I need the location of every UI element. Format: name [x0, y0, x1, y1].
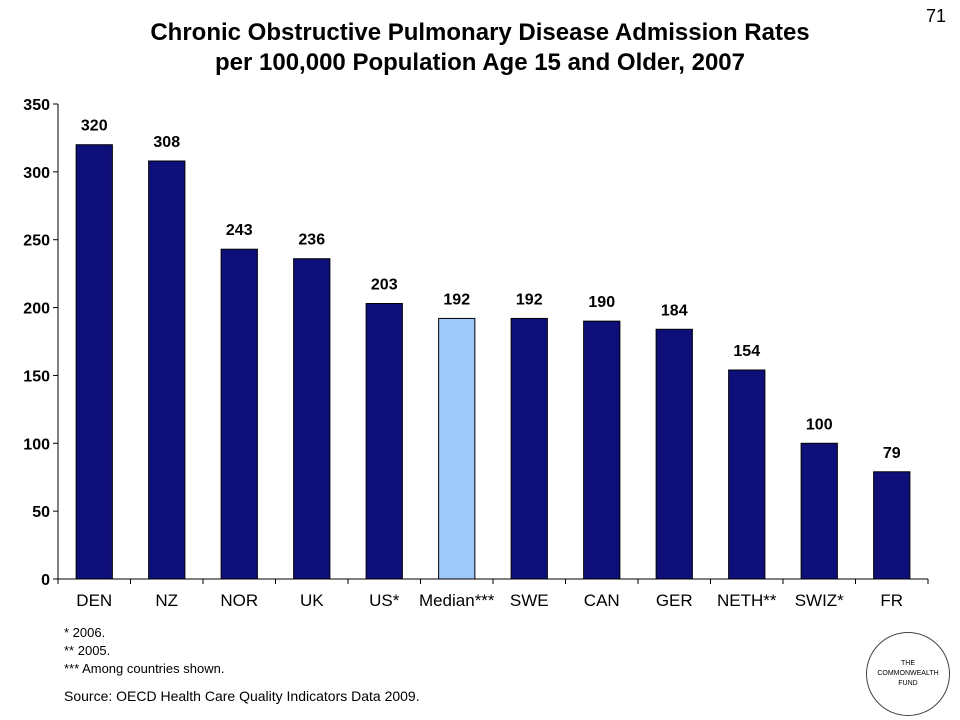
- data-label: 79: [883, 445, 901, 462]
- y-tick-label: 100: [23, 436, 50, 453]
- category-label: UK: [300, 591, 324, 610]
- category-label: US*: [369, 591, 400, 610]
- footnote-2: ** 2005.: [64, 643, 111, 658]
- data-label: 192: [516, 291, 543, 308]
- page-number: 71: [925, 6, 946, 26]
- y-tick-label: 150: [23, 368, 50, 385]
- footnote-3: *** Among countries shown.: [64, 661, 225, 676]
- category-label: NZ: [155, 591, 178, 610]
- data-label: 236: [298, 232, 325, 249]
- chart-title: Chronic Obstructive Pulmonary Disease Ad…: [150, 19, 810, 46]
- footnotes: * 2006. ** 2005. *** Among countries sho…: [64, 624, 224, 678]
- commonwealth-fund-logo: THE COMMONWEALTH FUND: [866, 632, 950, 716]
- category-label: Median***: [419, 591, 495, 610]
- bar: [365, 303, 403, 580]
- bar: [583, 320, 621, 580]
- bar: [293, 258, 331, 580]
- category-label: DEN: [76, 591, 112, 610]
- y-tick-label: 250: [23, 233, 50, 250]
- chart-title-block: Chronic Obstructive Pulmonary Disease Ad…: [40, 18, 920, 78]
- bar: [800, 442, 838, 580]
- bar: [510, 317, 548, 580]
- bar: [220, 248, 258, 580]
- y-tick-label: 200: [23, 301, 50, 318]
- logo-line-3: FUND: [898, 680, 918, 687]
- data-label: 243: [226, 222, 253, 239]
- data-label: 203: [371, 277, 398, 294]
- category-label: FR: [880, 591, 903, 610]
- logo-line-1: THE: [901, 660, 915, 667]
- bar: [148, 160, 186, 580]
- category-label: SWIZ*: [795, 591, 844, 610]
- logo-line-2: COMMONWEALTH: [877, 670, 939, 677]
- bar: [728, 369, 766, 580]
- data-label: 320: [81, 118, 108, 135]
- category-label: SWE: [510, 591, 549, 610]
- data-label: 184: [661, 302, 688, 319]
- category-label: CAN: [584, 591, 620, 610]
- data-label: 190: [588, 294, 615, 311]
- bar: [655, 328, 693, 580]
- footnote-1: * 2006.: [64, 625, 106, 640]
- chart-subtitle: per 100,000 Population Age 15 and Older,…: [215, 49, 745, 76]
- bar: [873, 471, 911, 580]
- category-label: NETH**: [717, 591, 777, 610]
- y-tick-label: 350: [23, 97, 50, 114]
- data-label: 100: [806, 416, 833, 433]
- y-tick-label: 0: [41, 572, 50, 589]
- bar: [75, 144, 113, 580]
- bar-chart: 0 50 100 150 200 250 300 350 320 DEN 308 NZ 243 NOR 23…: [23, 97, 929, 610]
- data-label: 192: [443, 291, 470, 308]
- category-label: GER: [656, 591, 693, 610]
- bar: [438, 317, 476, 580]
- category-label: NOR: [220, 591, 258, 610]
- data-label: 154: [733, 343, 760, 360]
- data-label: 308: [153, 134, 180, 151]
- source-note: Source: OECD Health Care Quality Indicat…: [64, 688, 420, 704]
- y-tick-label: 50: [32, 504, 50, 521]
- y-tick-label: 300: [23, 165, 50, 182]
